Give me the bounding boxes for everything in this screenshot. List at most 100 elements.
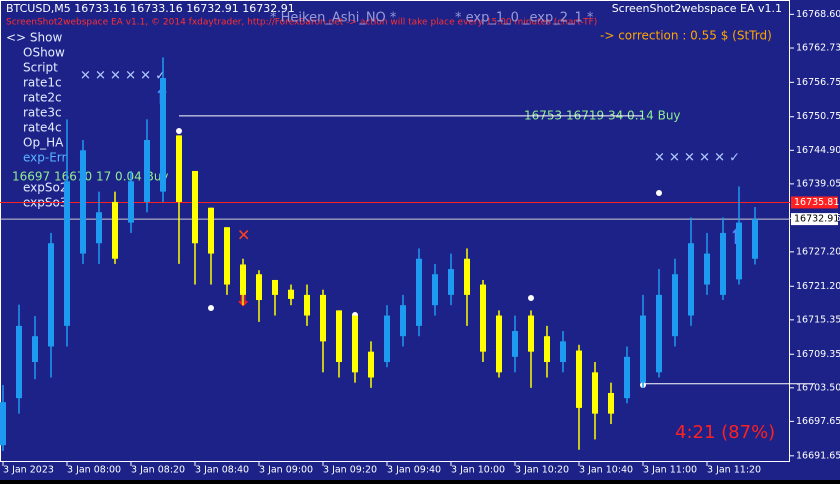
menu-item[interactable]: expSo2 [23,181,67,195]
plot-frame [0,0,790,462]
candle-body [256,274,262,301]
trade-label: 16697 16670 17 0.04 Buy [12,170,169,184]
candle-body [656,294,662,373]
menu-item[interactable]: Script [23,61,58,75]
candle-body [48,243,54,347]
correction-label: -> correction : 0.55 $ (StTrd) [600,29,772,43]
candle-body [368,351,374,378]
y-tick-label: 16762.73 [796,43,840,54]
candle-body [400,305,406,337]
candle-body [560,341,566,363]
y-tick-label: 16744.90 [796,145,840,156]
candle-body [352,315,358,373]
ask-tag [791,196,838,209]
candle-body [640,315,646,383]
y-tick-label: 16756.75 [796,77,840,88]
candle-body [688,243,694,316]
y-tick-label: 16691.65 [796,450,840,461]
candle-body [240,264,246,295]
menu-item[interactable]: exp-Err [23,151,67,165]
candle-body [336,310,342,363]
x-tick-label: 3 Jan 09:40 [387,465,441,476]
candle-body [608,392,614,414]
candle-body [416,258,422,326]
chart-title: BTCUSD,M5 16733.16 16733.16 16732.91 167… [6,2,295,15]
x-tick-label: 3 Jan 09:20 [323,465,377,476]
candle-body [304,294,310,316]
candle-body [80,150,86,254]
candle-body [592,372,598,414]
candle-body [112,201,118,259]
candle-body [752,219,758,259]
candle-body [64,181,70,326]
candle-body [512,331,518,357]
x-tick-label: 3 Jan 08:20 [131,465,185,476]
x-tick-label: 3 Jan 08:40 [195,465,249,476]
candle-body [32,336,38,363]
candle-body [544,336,550,363]
bid-tag [791,213,838,226]
candle-body [480,284,486,352]
x-tick-label: 3 Jan 2023 [3,465,54,476]
candle-body [0,402,6,446]
timer-label: 4:21 (87%) [675,422,775,443]
candle-body [128,181,134,223]
candle-body [208,207,214,254]
menu-item[interactable]: rate1c [23,76,62,90]
y-tick-label: 16721.20 [796,281,840,292]
candle-body [320,294,326,342]
ea-name: ScreenShot2webspace EA v1.1 [612,2,782,15]
bid-tag-label: 16732.91 [794,214,839,225]
candle-body [192,170,198,244]
candle-body [160,78,166,192]
ea-notice: ScreenShot2webspace EA v1.1, © 2014 fxda… [6,18,597,28]
candle-body [576,350,582,408]
cross-mark: ✕ [237,226,250,245]
signal-marks: ✕ ✕ ✕ ✕ ✕ ✓ [80,69,166,84]
x-tick-label: 3 Jan 09:00 [259,465,313,476]
candle-body [432,274,438,306]
y-tick-label: 16697.65 [796,416,840,427]
menu-item[interactable]: rate4c [23,121,62,135]
candle-body [448,269,454,295]
x-tick-label: 3 Jan 11:00 [643,465,697,476]
candle-body [624,356,630,399]
candle-body [272,279,278,295]
candle-body [464,258,470,295]
menu-item[interactable]: <> Show [6,31,62,45]
expiry-label: * exp_1_0 _exp_2_1 * [455,11,594,26]
candle-body [528,315,534,352]
candle-body [288,289,294,299]
candle-body [176,135,182,202]
ask-tag-label: 16735.81 [794,197,839,208]
x-tick-label: 3 Jan 10:00 [451,465,505,476]
candle-body [96,212,102,244]
candle-body [736,222,742,280]
candle-body [16,325,22,399]
menu-item[interactable]: OShow [23,46,65,60]
y-tick-label: 16715.35 [796,314,840,325]
y-tick-label: 16768.60 [796,9,840,20]
candle-body [224,227,230,285]
menu-item[interactable]: Op_HA [23,136,64,150]
indicator-label: * Heiken_Ashi_NO * [270,11,397,26]
signal-dots [112,128,662,388]
candle-body [384,315,390,363]
x-tick-label: 3 Jan 11:20 [707,465,761,476]
menu: <> ShowOShowScriptrate1crate2crate3crate… [6,31,67,210]
signal-marks: ✕ ✕ ✕ ✕ ✕ ✓ [654,151,740,166]
menu-item[interactable]: rate2c [23,91,62,105]
candle-body [496,315,502,373]
y-tick-label: 16727.20 [796,246,840,257]
candle-body [720,232,726,295]
x-tick-label: 3 Jan 10:40 [579,465,633,476]
y-tick-label: 16750.75 [796,111,840,122]
menu-item[interactable]: rate3c [23,106,62,120]
candle-body [144,139,150,202]
x-tick-label: 3 Jan 10:20 [515,465,569,476]
candle-body [704,253,710,285]
y-tick-label: 16703.50 [796,382,840,393]
y-tick-label: 16739.05 [796,178,840,189]
